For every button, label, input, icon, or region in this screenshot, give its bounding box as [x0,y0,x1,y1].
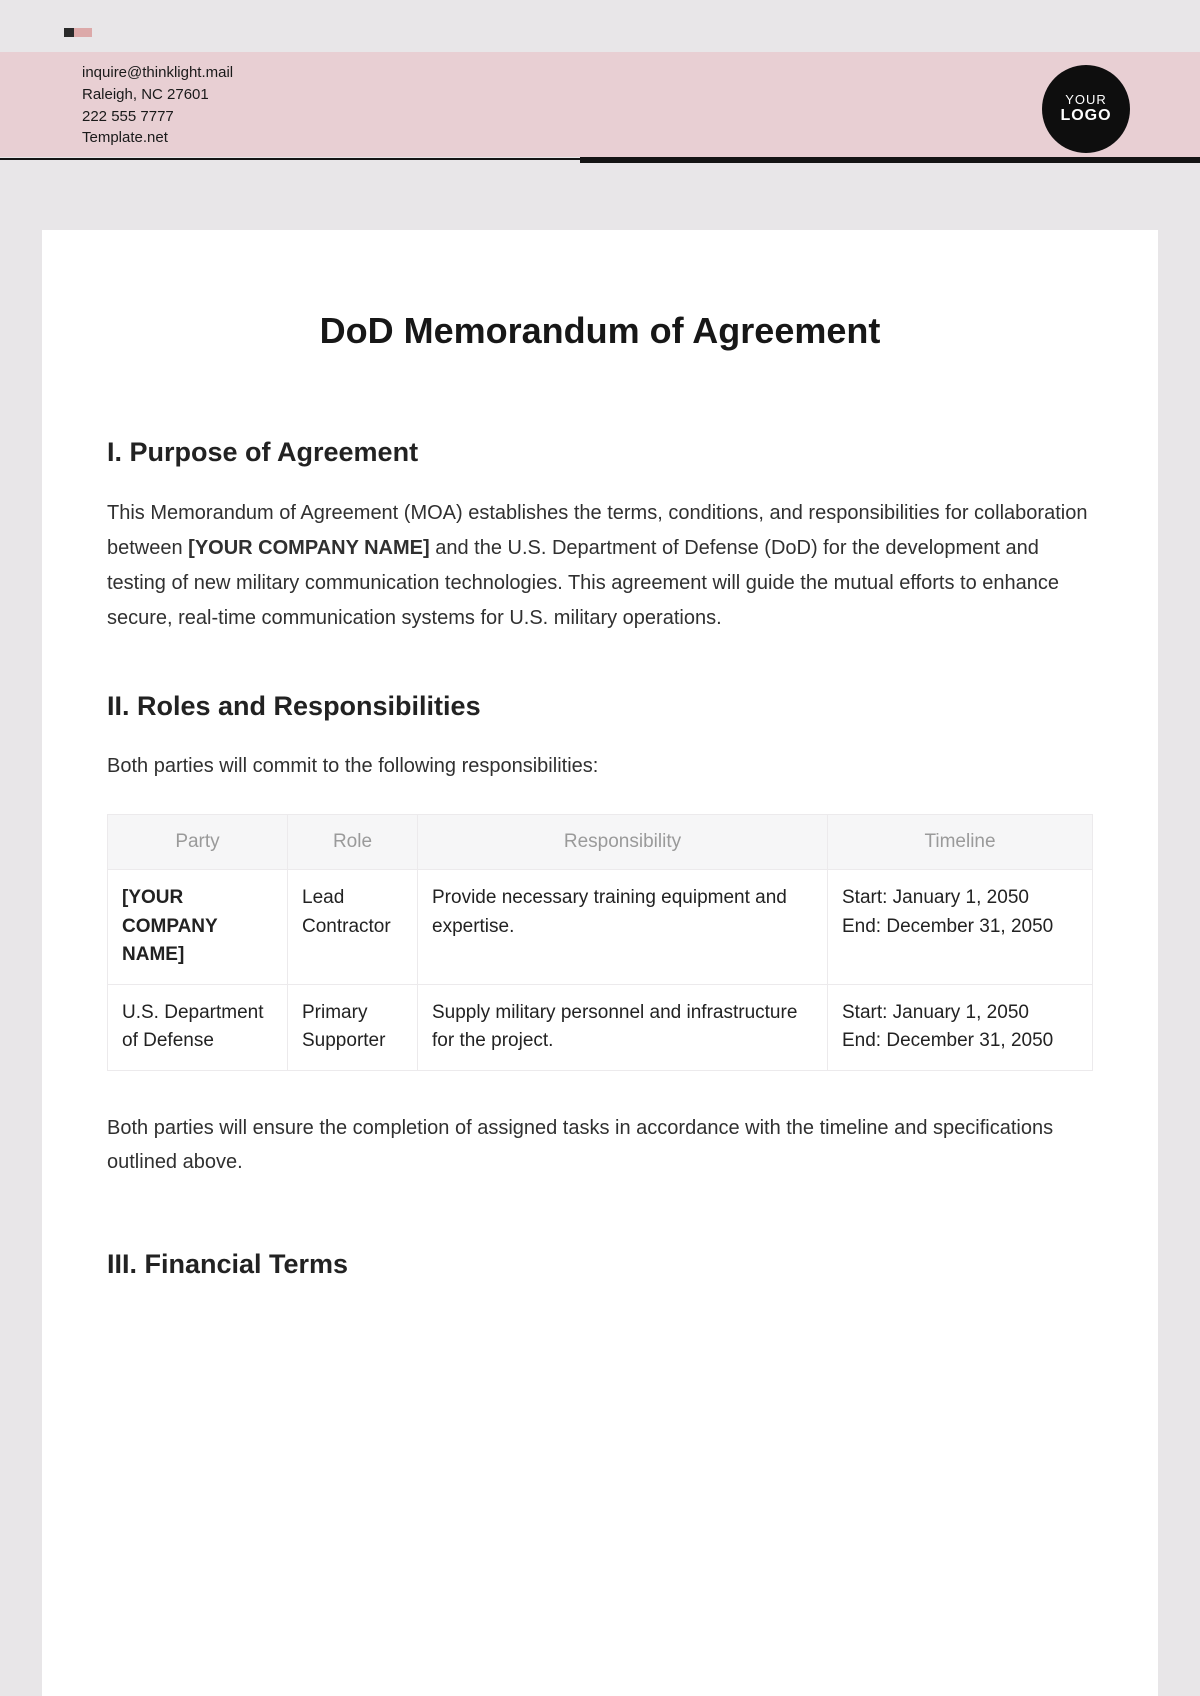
purpose-placeholder: [YOUR COMPANY NAME] [188,537,429,559]
contact-phone: 222 555 7777 [82,106,233,128]
corner-pink [74,28,92,37]
header-rule-thin [0,158,580,160]
table-header-row: Party Role Responsibility Timeline [108,815,1093,870]
contact-site: Template.net [82,127,233,149]
timeline-start: Start: January 1, 2050 [842,884,1078,913]
timeline-end: End: December 31, 2050 [842,1027,1078,1056]
section-purpose-text: This Memorandum of Agreement (MOA) estab… [107,496,1093,636]
logo-badge: YOUR LOGO [1042,65,1130,153]
th-responsibility: Responsibility [418,815,828,870]
cell-responsibility: Provide necessary training equipment and… [418,870,828,985]
corner-mark [64,28,92,37]
document-title: DoD Memorandum of Agreement [107,310,1093,352]
roles-table: Party Role Responsibility Timeline [YOUR… [107,814,1093,1071]
section-roles-intro: Both parties will commit to the followin… [107,750,1093,782]
document-page: DoD Memorandum of Agreement I. Purpose o… [42,230,1158,1696]
logo-line2: LOGO [1060,107,1111,125]
cell-role: Lead Contractor [288,870,418,985]
header-rule-thick [580,157,1200,163]
contact-block: inquire@thinklight.mail Raleigh, NC 2760… [82,62,233,149]
cell-role: Primary Supporter [288,984,418,1070]
logo-line1: YOUR [1065,93,1107,107]
contact-email: inquire@thinklight.mail [82,62,233,84]
section-roles-closing: Both parties will ensure the completion … [107,1111,1093,1179]
section-purpose-heading: I. Purpose of Agreement [107,437,1093,468]
cell-timeline: Start: January 1, 2050 End: December 31,… [828,984,1093,1070]
cell-responsibility: Supply military personnel and infrastruc… [418,984,828,1070]
cell-party: U.S. Department of Defense [108,984,288,1070]
cell-party: [YOUR COMPANY NAME] [108,870,288,985]
th-timeline: Timeline [828,815,1093,870]
section-roles-heading: II. Roles and Responsibilities [107,691,1093,722]
timeline-start: Start: January 1, 2050 [842,999,1078,1028]
cell-timeline: Start: January 1, 2050 End: December 31,… [828,870,1093,985]
th-party: Party [108,815,288,870]
timeline-end: End: December 31, 2050 [842,913,1078,942]
contact-location: Raleigh, NC 27601 [82,84,233,106]
corner-dark [64,28,74,37]
section-financial-heading: III. Financial Terms [107,1249,1093,1280]
table-row: U.S. Department of Defense Primary Suppo… [108,984,1093,1070]
th-role: Role [288,815,418,870]
table-row: [YOUR COMPANY NAME] Lead Contractor Prov… [108,870,1093,985]
